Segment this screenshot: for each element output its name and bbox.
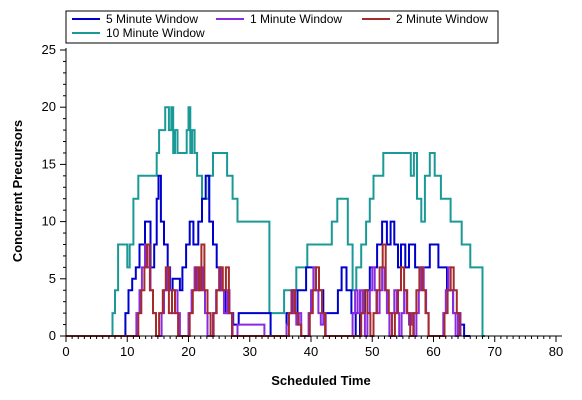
legend-label: 10 Minute Window <box>106 26 205 40</box>
y-tick-label: 5 <box>49 271 56 286</box>
series-lines <box>66 106 485 337</box>
series-line-10-minute-window <box>66 106 485 337</box>
x-tick-label: 30 <box>243 344 257 359</box>
x-axis-title: Scheduled Time <box>271 373 370 388</box>
x-tick-label: 10 <box>120 344 134 359</box>
x-tick-label: 70 <box>488 344 502 359</box>
legend-label: 5 Minute Window <box>106 12 198 26</box>
x-tick-label: 0 <box>62 344 69 359</box>
y-tick-label: 0 <box>49 328 56 343</box>
y-axis-title: Concurrent Precursors <box>10 120 25 262</box>
legend-label: 2 Minute Window <box>396 12 488 26</box>
legend-box <box>65 10 499 44</box>
legend: 5 Minute Window 1 Minute Window 2 Minute W… <box>65 10 499 44</box>
x-tick-label: 20 <box>181 344 195 359</box>
x-tick-label: 50 <box>365 344 379 359</box>
y-tick-label: 15 <box>42 156 56 171</box>
y-tick-label: 25 <box>42 42 56 57</box>
y-tick-label: 20 <box>42 99 56 114</box>
x-tick-label: 80 <box>549 344 563 359</box>
axes <box>60 48 562 342</box>
tick-labels: 0 10 20 30 40 50 60 70 80 0 5 10 15 20 25 <box>42 42 564 359</box>
y-tick-label: 10 <box>42 214 56 229</box>
legend-label: 1 Minute Window <box>250 12 342 26</box>
x-tick-label: 40 <box>304 344 318 359</box>
x-tick-label: 60 <box>426 344 440 359</box>
